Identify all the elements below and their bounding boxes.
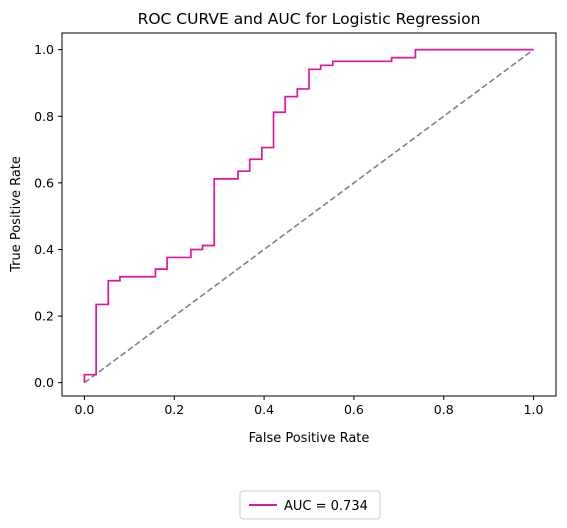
y-axis-label: True Positive Rate: [9, 156, 24, 273]
legend-box: [239, 490, 381, 520]
chart-title: ROC CURVE and AUC for Logistic Regressio…: [138, 10, 481, 28]
x-tick-label: 0.6: [344, 402, 364, 417]
roc-curve-line: [83, 48, 534, 383]
legend-label: AUC = 0.734: [284, 499, 368, 514]
x-axis-label: False Positive Rate: [249, 431, 370, 446]
y-tick-label: 0.0: [34, 375, 54, 390]
chance-diagonal-line: [83, 49, 535, 384]
y-tick-label: 0.2: [34, 309, 54, 324]
legend: AUC = 0.734: [239, 490, 381, 520]
x-tick-label: 0.4: [254, 402, 274, 417]
y-tick-label: 1.0: [34, 42, 54, 57]
plot-frame: [61, 32, 557, 397]
axis-ticks: 0.0 0.2 0.4 0.6 0.8 1.0 0.0 0.2 0.4 0.6 0.8 1.0: [34, 42, 543, 417]
y-tick-label: 0.6: [34, 175, 54, 190]
y-tick-label: 0.8: [34, 109, 54, 124]
x-tick-label: 0.0: [75, 402, 95, 417]
x-tick-label: 0.8: [434, 402, 454, 417]
x-tick-label: 1.0: [524, 402, 544, 417]
x-tick-label: 0.2: [164, 402, 184, 417]
y-tick-label: 0.4: [34, 242, 54, 257]
plot-area: [83, 48, 535, 384]
